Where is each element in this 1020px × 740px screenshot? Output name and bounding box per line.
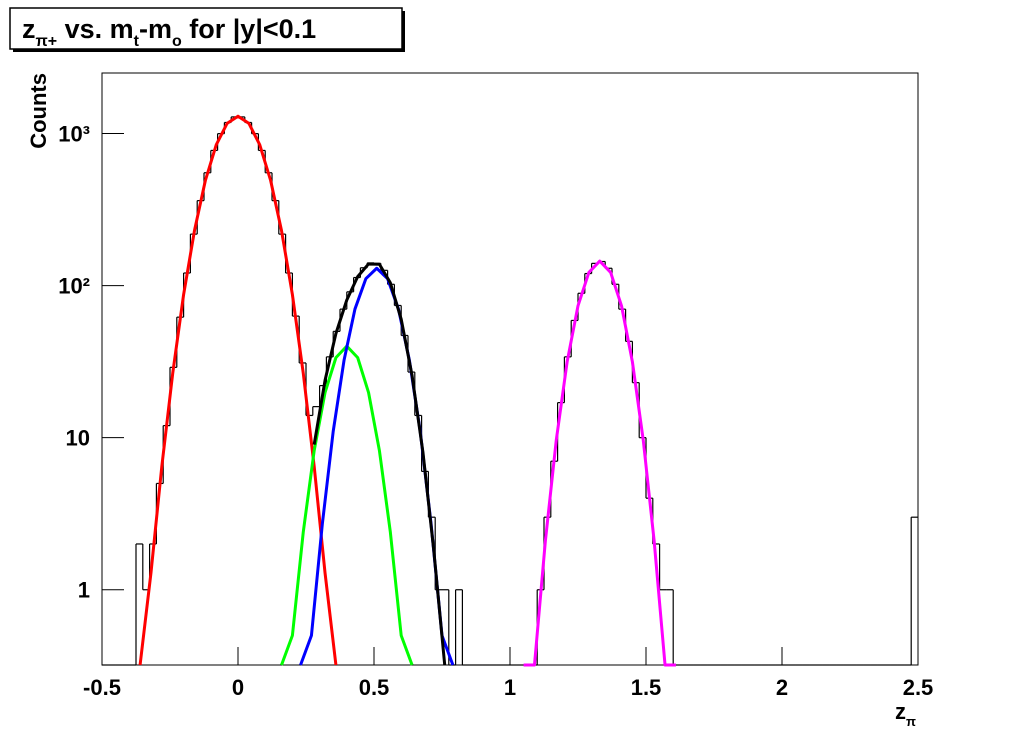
fit-curve [138, 114, 338, 666]
text-run: for |y|<0.1 [182, 14, 316, 44]
subscript: o [172, 33, 182, 50]
plot-frame [101, 72, 919, 666]
x-tick-label: 2.5 [903, 675, 934, 700]
subscript: π+ [36, 33, 58, 50]
x-tick-label: 1.5 [631, 675, 662, 700]
text-run: -m [139, 14, 172, 44]
x-axis-label: zπ [895, 699, 916, 729]
x-tick-label: 2 [776, 675, 788, 700]
y-tick-label: 10³ [58, 122, 90, 147]
title-box [9, 7, 403, 50]
x-tick-label: 0 [232, 675, 244, 700]
text-run: z [895, 699, 906, 724]
text-run: vs. m [57, 14, 134, 44]
fit-curve [523, 259, 676, 667]
x-tick-label: 1 [504, 675, 516, 700]
x-tick-label: -0.5 [83, 675, 121, 700]
y-tick-label: 1 [78, 578, 90, 603]
y-tick-label: 10 [66, 426, 90, 451]
chart-title: zπ+ vs. mt-mo for |y|<0.1 [22, 14, 316, 50]
text-run: z [22, 14, 36, 44]
subscript: t [134, 33, 140, 50]
x-tick-label: 0.5 [359, 675, 390, 700]
y-axis-label: Counts [26, 73, 51, 149]
subscript: π [906, 714, 916, 729]
fit-curve [312, 262, 447, 666]
y-tick-label: 10² [58, 274, 90, 299]
